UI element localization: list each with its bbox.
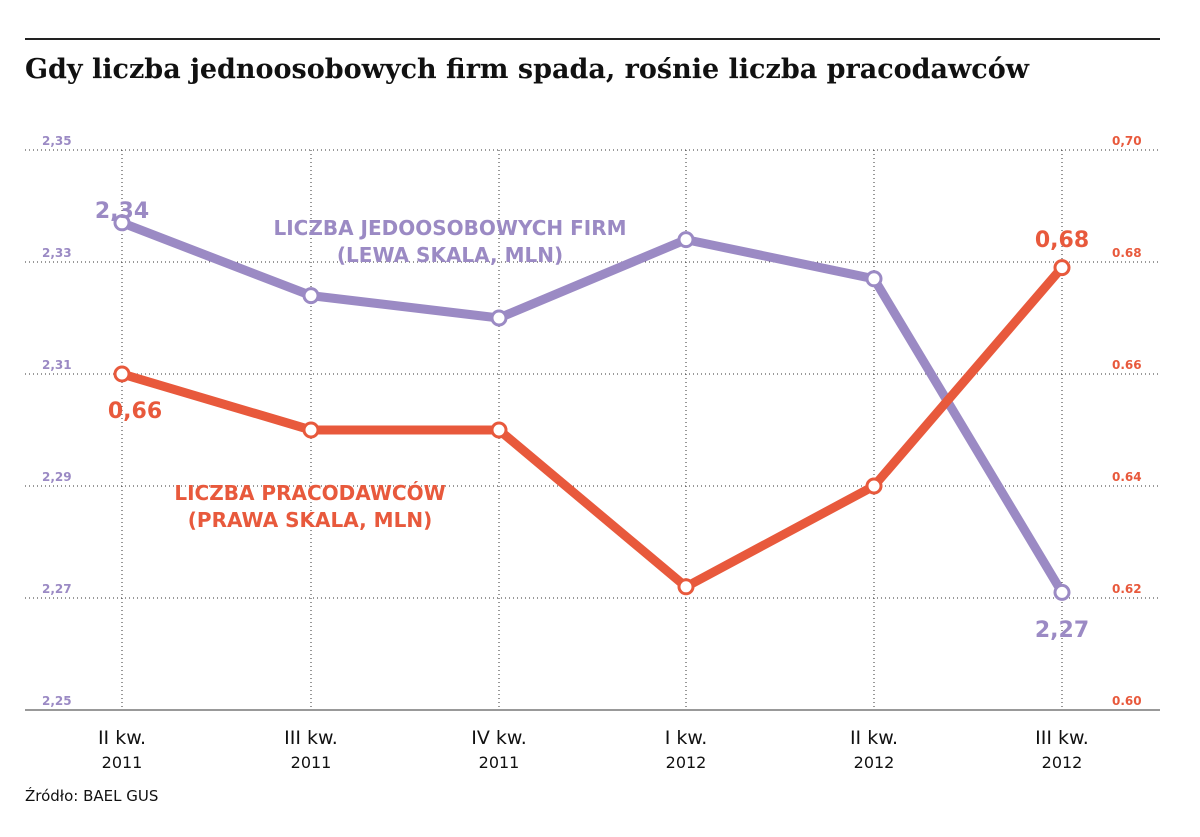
data-point-marker xyxy=(113,214,131,232)
series-annotation: (PRAWA SKALA, MLN) xyxy=(188,508,432,532)
data-point-marker xyxy=(677,231,695,249)
y-left-tick-label: 2,25 xyxy=(42,694,72,708)
data-point-marker xyxy=(1053,583,1071,601)
data-point-marker xyxy=(865,477,883,495)
x-tick-year-label: 2011 xyxy=(291,753,332,772)
x-tick-label: I kw. xyxy=(665,727,707,749)
data-point-marker xyxy=(490,309,508,327)
y-left-tick-label: 2,33 xyxy=(42,246,72,260)
source-note: Źródło: BAEL GUS xyxy=(25,787,159,805)
y-left-tick-label: 2,27 xyxy=(42,582,72,596)
data-point-marker xyxy=(865,270,883,288)
y-left-tick-label: 2,31 xyxy=(42,358,72,372)
data-point-marker xyxy=(113,365,131,383)
x-tick-label: III kw. xyxy=(284,727,338,749)
series-annotation: LICZBA PRACODAWCÓW xyxy=(174,481,445,505)
data-point-marker xyxy=(302,287,320,305)
chart-title: Gdy liczba jednoosobowych firm spada, ro… xyxy=(25,54,1029,85)
series-line-left xyxy=(117,218,1067,597)
x-tick-label: II kw. xyxy=(850,727,898,749)
y-right-tick-label: 0.62 xyxy=(1112,582,1142,596)
data-point-marker xyxy=(302,421,320,439)
series-line-right xyxy=(117,263,1067,592)
data-point-marker xyxy=(1053,259,1071,277)
data-point-marker xyxy=(677,578,695,596)
x-tick-year-label: 2012 xyxy=(666,753,707,772)
y-left-tick-label: 2,35 xyxy=(42,134,72,148)
x-tick-year-label: 2011 xyxy=(479,753,520,772)
x-tick-label: III kw. xyxy=(1035,727,1089,749)
y-right-tick-label: 0,70 xyxy=(1112,134,1142,148)
data-point-marker xyxy=(490,421,508,439)
x-tick-label: IV kw. xyxy=(471,727,526,749)
data-label: 2,27 xyxy=(1035,618,1089,643)
data-label: 0,66 xyxy=(108,399,162,424)
series-annotation: (LEWA SKALA, MLN) xyxy=(337,243,563,267)
x-tick-label: II kw. xyxy=(98,727,146,749)
x-tick-year-label: 2011 xyxy=(102,753,143,772)
x-tick-year-label: 2012 xyxy=(1042,753,1083,772)
top-rule xyxy=(25,38,1160,40)
series-annotation: LICZBA JEDOOSOBOWYCH FIRM xyxy=(273,216,626,240)
y-right-tick-label: 0.66 xyxy=(1112,358,1142,372)
x-tick-year-label: 2012 xyxy=(854,753,895,772)
y-left-tick-label: 2,29 xyxy=(42,470,72,484)
y-right-tick-label: 0.60 xyxy=(1112,694,1142,708)
y-right-tick-label: 0.64 xyxy=(1112,470,1142,484)
y-right-tick-label: 0.68 xyxy=(1112,246,1142,260)
data-label: 2,34 xyxy=(95,199,149,224)
data-label: 0,68 xyxy=(1035,228,1089,253)
